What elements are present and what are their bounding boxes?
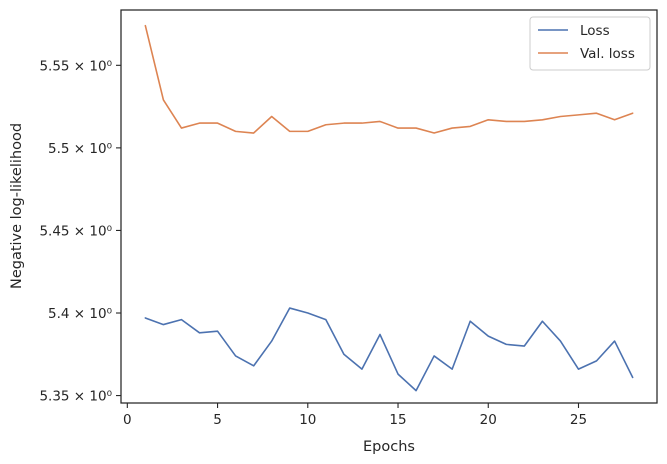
y-axis-label: Negative log-likelihood	[9, 123, 25, 289]
legend: Loss Val. loss	[529, 16, 651, 71]
x-tick-label: 5	[213, 412, 222, 428]
y-tick-label: 5.45 × 10⁰	[39, 223, 112, 239]
x-tick-label: 25	[570, 412, 587, 428]
y-tick-label: 5.35 × 10⁰	[39, 389, 112, 405]
series-line-loss	[144, 307, 634, 392]
x-tick-label: 20	[480, 412, 497, 428]
y-tick-label: 5.55 × 10⁰	[39, 58, 112, 74]
x-tick-label: 0	[123, 412, 132, 428]
series-line-val-loss	[144, 24, 634, 134]
y-tick-label: 5.4 × 10⁰	[48, 306, 112, 322]
legend-label-loss: Loss	[580, 23, 610, 39]
x-axis-ticks: 0 5 10 15 20 25	[123, 403, 587, 428]
series-lines	[144, 24, 634, 392]
x-tick-label: 15	[389, 412, 406, 428]
y-axis-ticks: 5.35 × 10⁰ 5.4 × 10⁰ 5.45 × 10⁰ 5.5 × 10⁰ 5.…	[39, 58, 121, 405]
x-tick-label: 10	[299, 412, 316, 428]
x-axis-label: Epochs	[363, 439, 415, 455]
plot-area	[121, 10, 657, 403]
plot-frame	[120, 9, 658, 404]
y-tick-label: 5.5 × 10⁰	[48, 141, 112, 157]
legend-label-val-loss: Val. loss	[580, 46, 635, 62]
